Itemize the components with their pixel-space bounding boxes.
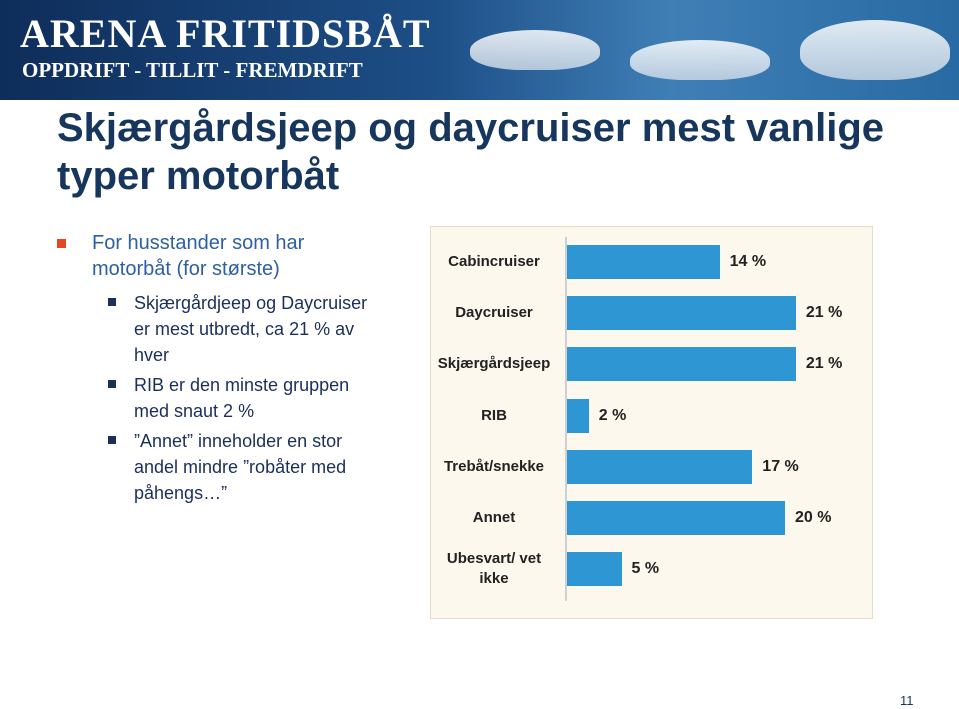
sub-bullet: ”Annet” inneholder en stor andel mindre … — [134, 431, 347, 503]
category-label: RIB — [481, 406, 507, 424]
category-label: Annet — [472, 509, 516, 526]
value-label: 2 % — [598, 406, 627, 424]
value-label: 17 % — [762, 457, 799, 475]
bar — [567, 449, 753, 484]
bar — [567, 552, 622, 587]
bar — [567, 347, 796, 382]
value-label: 21 % — [805, 355, 843, 373]
category-label: Daycruiser — [455, 304, 533, 322]
slide-title: Skjærgårdsjeep og daycruiser mest vanlig… — [57, 106, 885, 198]
sub-bullet: Skjærgårdjeep og Daycruiser er mest utbr… — [134, 293, 368, 365]
page-number: 11 — [900, 693, 914, 708]
value-label: 20 % — [795, 509, 832, 526]
bar — [567, 296, 796, 331]
brand: ARENA FRITIDSBÅT — [20, 11, 431, 56]
bar — [567, 398, 589, 433]
bullet-marker — [57, 239, 66, 248]
value-label: 5 % — [631, 560, 660, 578]
category-label: Ubesvart/ vet ikke — [446, 550, 542, 588]
value-label: 14 % — [729, 253, 767, 270]
boat-image — [470, 30, 600, 70]
boat-image — [630, 40, 770, 80]
tagline: OPPDRIFT - TILLIT - FREMDRIFT — [22, 58, 363, 82]
bullet-marker — [108, 380, 116, 388]
bullet-marker — [108, 436, 116, 444]
category-label: Cabincruiser — [448, 253, 540, 270]
chart: Cabincruiser 14 % Daycruiser 21 % Skjærgårds… — [430, 226, 873, 619]
value-label: 21 % — [805, 304, 843, 322]
axis-line — [565, 237, 567, 601]
bar — [567, 245, 720, 279]
sub-bullet: RIB er den minste gruppen med snaut 2 % — [134, 375, 350, 421]
bullet-marker — [108, 298, 116, 306]
bullet: For husstander som har motorbåt (for stø… — [92, 232, 305, 280]
bar — [567, 501, 785, 535]
category-label: Trebåt/snekke — [443, 457, 545, 475]
banner: ARENA FRITIDSBÅT OPPDRIFT - TILLIT - FRE… — [0, 0, 959, 100]
boat-image — [800, 20, 950, 80]
category-label: Skjærgårdsjeep — [437, 355, 551, 373]
